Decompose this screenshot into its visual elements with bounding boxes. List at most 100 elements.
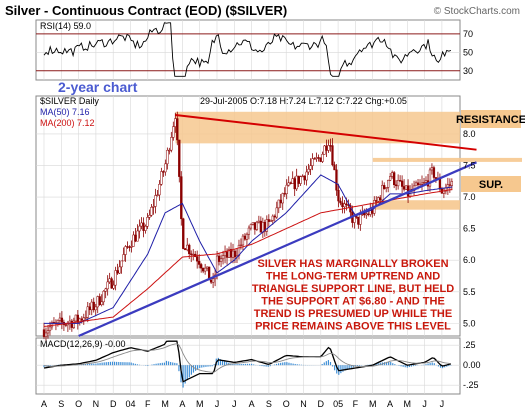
price-candle-body [287, 182, 290, 186]
price-candle-body [394, 184, 398, 187]
x-tick-label: S [58, 399, 64, 409]
price-candle-body [225, 251, 229, 258]
price-candle-body [182, 218, 185, 249]
moving-averages-layer [43, 174, 453, 327]
price-candle-body [92, 301, 95, 311]
price-candle-body [389, 176, 392, 181]
price-candle-body [255, 221, 259, 230]
rsi-tick-label: 70 [463, 29, 473, 39]
x-tick-label: F [353, 399, 359, 409]
price-candle-body [86, 306, 89, 318]
price-candle-body [186, 244, 189, 251]
price-candle-body [166, 150, 169, 165]
price-candle-body [100, 301, 103, 305]
price-candle-body [249, 224, 253, 229]
support-label: SUP. [479, 179, 503, 191]
price-candle-body [180, 176, 183, 220]
price-candle-body [144, 226, 147, 231]
price-candle-body [391, 172, 394, 177]
price-candle-body [192, 253, 195, 256]
annotation-note: SILVER HAS MARGINALLY BROKEN THE LONG-TER… [252, 258, 454, 333]
price-candle-body [44, 332, 48, 337]
x-tick-label: J [422, 399, 427, 409]
x-tick-label: A [249, 399, 255, 409]
price-candle-body [355, 216, 358, 218]
copyright-label: © StockCharts.com [434, 6, 520, 17]
x-tick-label: A [387, 399, 393, 409]
price-candle-body [205, 266, 209, 269]
price-candle-body [299, 176, 302, 184]
price-candle-body [265, 219, 268, 232]
resistance-trendline [175, 113, 477, 151]
price-candle-body [375, 200, 378, 202]
rsi-line [43, 22, 452, 77]
x-tick-label: D [318, 399, 325, 409]
price-candle-body [211, 278, 215, 283]
price-candle-body [203, 267, 207, 272]
price-candle-body [196, 256, 199, 262]
price-candle-body [152, 206, 155, 208]
price-candle-body [432, 167, 436, 178]
x-tick-label: N [300, 399, 307, 409]
price-candle-body [317, 157, 320, 159]
price-candle-body [164, 163, 167, 173]
price-candle-body [309, 165, 312, 170]
price-candle-body [176, 118, 179, 141]
price-candle-body [291, 178, 294, 184]
price-candle-body [277, 199, 280, 209]
price-candle-body [126, 246, 129, 248]
price-candle-body [289, 182, 292, 184]
price-candle-body [88, 306, 91, 311]
price-candle-body [188, 244, 191, 255]
price-candle-body [251, 222, 255, 225]
trendlines-layer [78, 113, 477, 338]
price-candle-body [136, 230, 139, 242]
price-candle-body [307, 168, 310, 173]
price-candle-body [339, 200, 342, 204]
price-candle-body [184, 248, 187, 251]
price-header-right: 29-Jul-2005 O:7.18 H:7.24 L:7.12 C:7.22 … [200, 96, 407, 106]
price-candle-body [357, 216, 360, 225]
price-candle-body [448, 184, 452, 186]
price-candle-body [424, 180, 428, 183]
price-candle-body [46, 330, 50, 334]
price-candle-body [279, 199, 282, 204]
price-candle-body [383, 185, 386, 189]
price-candle-body [116, 270, 119, 274]
annotation-note-line: TREND IS PRESUMED UP WHILE THE [254, 308, 452, 320]
rsi-tick-label: 50 [463, 47, 473, 57]
price-tick-label: 6.0 [463, 255, 476, 265]
price-candle-body [168, 149, 171, 152]
price-candle-body [321, 153, 324, 162]
price-candle-body [200, 264, 203, 269]
price-candle-body [104, 288, 107, 292]
price-candle-body [273, 215, 276, 218]
x-tick-label: F [145, 399, 151, 409]
price-candle-body [128, 246, 131, 248]
price-candle-body [231, 250, 235, 258]
macd-label: MACD(12,26,9) -0.00 [40, 339, 126, 349]
x-tick-label: M [369, 399, 377, 409]
price-candle-body [345, 203, 348, 205]
price-candle-body [414, 182, 418, 187]
x-tick-label: M [196, 399, 204, 409]
price-candle-body [221, 255, 225, 260]
price-candle-body [422, 182, 426, 184]
price-candle-body [58, 317, 62, 321]
x-tick-label: 04 [125, 399, 135, 409]
rsi-label: RSI(14) 59.0 [40, 21, 91, 31]
x-tick-label: O [75, 399, 82, 409]
price-candle-body [122, 254, 125, 262]
zones-layer [175, 111, 522, 210]
price-candle-body [150, 206, 153, 216]
price-candle-body [42, 329, 46, 337]
macd-tick-label: -.25 [463, 380, 479, 390]
chart-title: Silver - Continuous Contract (EOD) ($SIL… [5, 3, 287, 18]
price-candle-body [329, 145, 332, 147]
price-candle-body [48, 326, 52, 331]
price-candle-body [396, 180, 400, 187]
price-candle-body [102, 290, 105, 303]
price-candle-body [267, 219, 270, 222]
price-candle-body [178, 139, 181, 177]
x-tick-label: O [283, 399, 290, 409]
